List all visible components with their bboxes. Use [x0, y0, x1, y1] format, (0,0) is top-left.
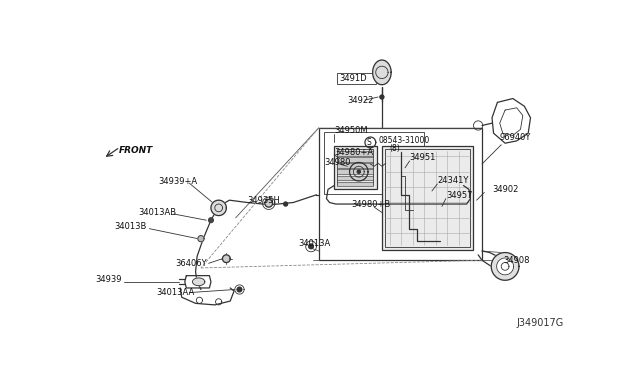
- Polygon shape: [198, 235, 204, 242]
- Text: 36406Y: 36406Y: [175, 259, 207, 268]
- Text: 34902: 34902: [492, 185, 518, 194]
- Polygon shape: [237, 287, 242, 292]
- Text: (8): (8): [390, 144, 401, 153]
- Bar: [319, 128, 482, 260]
- Text: 34935H: 34935H: [247, 196, 280, 205]
- Polygon shape: [265, 199, 273, 207]
- Text: 34013B: 34013B: [114, 222, 147, 231]
- Text: 34957: 34957: [446, 191, 472, 200]
- Bar: [337, 169, 372, 174]
- Text: 34939+A: 34939+A: [159, 177, 198, 186]
- Polygon shape: [492, 253, 519, 280]
- Text: 34013A: 34013A: [299, 239, 331, 248]
- Bar: [324, 132, 424, 194]
- Bar: [337, 182, 372, 186]
- Text: 34950M: 34950M: [334, 126, 368, 135]
- Text: FRONT: FRONT: [118, 145, 153, 155]
- Text: 34013AB: 34013AB: [139, 208, 177, 217]
- Polygon shape: [380, 95, 384, 99]
- Text: 34939: 34939: [95, 275, 122, 284]
- Polygon shape: [497, 258, 513, 275]
- Text: 34013AA: 34013AA: [156, 288, 195, 297]
- Polygon shape: [211, 200, 227, 216]
- Bar: [337, 150, 372, 185]
- Polygon shape: [357, 170, 360, 173]
- Polygon shape: [284, 202, 287, 206]
- Polygon shape: [308, 244, 314, 249]
- Text: 34922: 34922: [348, 96, 374, 105]
- Text: J349017G: J349017G: [516, 318, 564, 328]
- Text: 34908: 34908: [504, 256, 530, 265]
- Polygon shape: [223, 255, 230, 263]
- Text: 96940Y: 96940Y: [500, 132, 531, 141]
- Text: 34980+A: 34980+A: [334, 148, 373, 157]
- Text: S: S: [367, 138, 371, 147]
- Polygon shape: [193, 278, 205, 286]
- Text: 24341Y: 24341Y: [437, 176, 468, 185]
- Text: 08543-31000: 08543-31000: [378, 137, 429, 145]
- Bar: [337, 176, 372, 180]
- Polygon shape: [372, 60, 391, 85]
- Text: 34951: 34951: [410, 153, 436, 162]
- Text: 34980: 34980: [324, 158, 351, 167]
- Polygon shape: [209, 218, 213, 222]
- Bar: [382, 146, 473, 250]
- Bar: [337, 151, 372, 155]
- Bar: [337, 157, 372, 162]
- Bar: [337, 73, 376, 84]
- Text: 34980+B: 34980+B: [351, 199, 390, 209]
- Bar: [385, 150, 470, 247]
- Bar: [337, 163, 372, 168]
- Text: 3491D: 3491D: [340, 74, 367, 83]
- Bar: [334, 146, 376, 189]
